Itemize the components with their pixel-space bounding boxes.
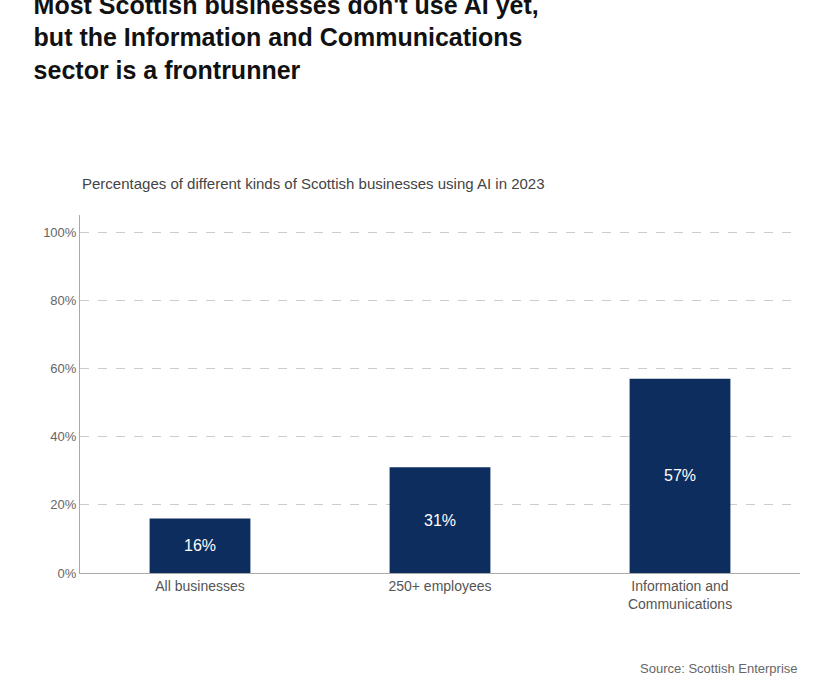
svg-text:31%: 31% [424, 512, 456, 529]
svg-text:57%: 57% [664, 467, 696, 484]
svg-text:Most Scottish businesses don't: Most Scottish businesses don't use AI ye… [34, 0, 539, 84]
svg-text:All businesses: All businesses [155, 578, 245, 594]
svg-text:60%: 60% [50, 361, 76, 376]
svg-text:Information andCommunications: Information andCommunications [628, 578, 732, 612]
svg-text:250+ employees: 250+ employees [388, 578, 491, 594]
svg-text:0%: 0% [58, 566, 77, 581]
svg-text:Percentages of different kinds: Percentages of different kinds of Scotti… [82, 175, 545, 192]
svg-text:40%: 40% [50, 429, 76, 444]
svg-text:80%: 80% [50, 293, 76, 308]
svg-text:Source: Scottish Enterprise: Source: Scottish Enterprise [640, 661, 798, 676]
svg-text:16%: 16% [184, 537, 216, 554]
svg-text:100%: 100% [43, 225, 77, 240]
svg-text:20%: 20% [50, 497, 76, 512]
